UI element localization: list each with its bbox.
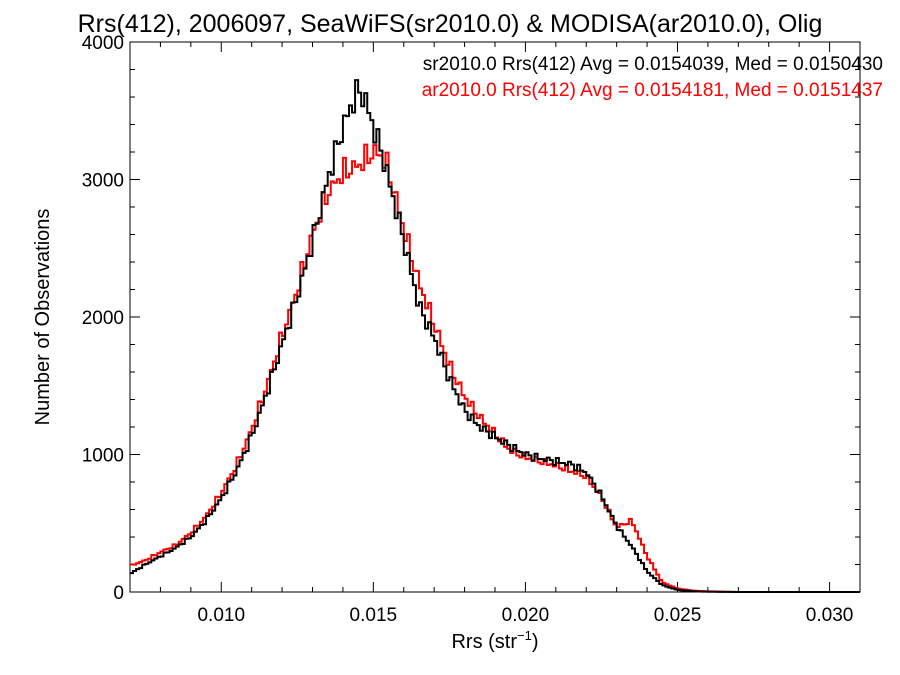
y-tick-label: 0 [113, 583, 124, 604]
y-tick-label: 4000 [82, 33, 124, 54]
chart-title: Rrs(412), 2006097, SeaWiFS(sr2010.0) & M… [78, 10, 823, 38]
series-ar2010 [130, 143, 860, 593]
axis-ticks [129, 41, 861, 593]
x-tick-label: 0.025 [654, 605, 702, 626]
series-step-line [130, 79, 860, 593]
y-tick-label: 3000 [82, 171, 124, 192]
x-axis-label: Rrs (str−1) [451, 628, 538, 653]
x-tick-label: 0.015 [350, 605, 398, 626]
y-tick-label: 1000 [82, 446, 124, 467]
plot-frame [129, 41, 861, 593]
y-tick-labels: 0 1000 2000 3000 4000 [82, 33, 124, 604]
x-tick-label: 0.030 [806, 605, 854, 626]
x-tick-label: 0.020 [502, 605, 550, 626]
series-sr2010 [130, 79, 860, 593]
x-tick-label: 0.010 [197, 605, 245, 626]
series-step-line [130, 143, 860, 593]
legend-entry-sr2010: sr2010.0 Rrs(412) Avg = 0.0154039, Med =… [423, 54, 883, 75]
y-axis-label: Number of Observations [32, 209, 54, 426]
x-tick-labels: 0.010 0.015 0.020 0.025 0.030 [197, 605, 853, 626]
series-layer [130, 79, 860, 593]
y-tick-label: 2000 [82, 308, 124, 329]
legend-entry-ar2010: ar2010.0 Rrs(412) Avg = 0.0154181, Med =… [422, 80, 883, 101]
